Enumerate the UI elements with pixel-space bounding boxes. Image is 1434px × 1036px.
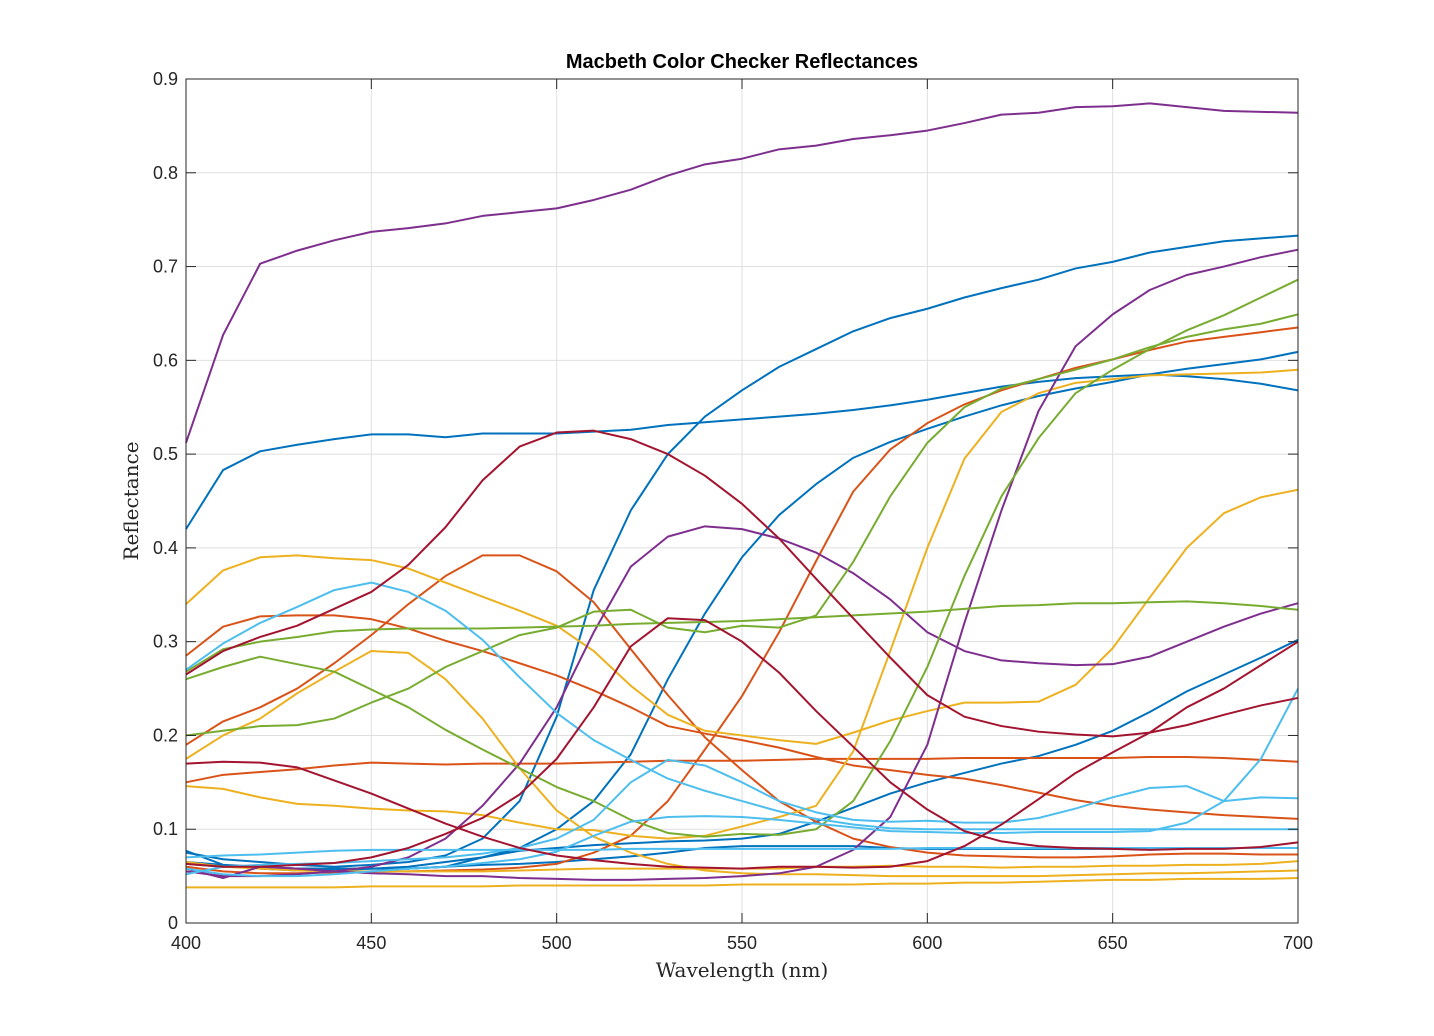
y-tick-label: 0.5 xyxy=(153,444,178,464)
y-tick-label: 0.4 xyxy=(153,538,178,558)
chart-title: Macbeth Color Checker Reflectances xyxy=(566,51,918,73)
series-line-24 xyxy=(185,688,1299,878)
y-tick-label: 0.7 xyxy=(153,257,178,277)
y-tick-label: 0.9 xyxy=(153,69,178,89)
series-line-1 xyxy=(185,102,1299,444)
series-line-14 xyxy=(186,876,1299,889)
series-line-13 xyxy=(185,368,1299,840)
series-line-7 xyxy=(185,614,1299,820)
x-tick-label: 550 xyxy=(727,933,757,953)
y-tick-label: 0 xyxy=(168,913,178,933)
axis-ticks: 400 450 500 550 600 650 700 0 0.1 0.2 0.3 0.4 0.5 0.6… xyxy=(153,69,1313,953)
y-tick-label: 0.8 xyxy=(153,163,178,183)
x-tick-label: 700 xyxy=(1283,933,1313,953)
x-tick-label: 450 xyxy=(356,933,386,953)
series-line-20 xyxy=(185,600,1299,673)
y-tick-label: 0.2 xyxy=(153,725,178,745)
series-line-26 xyxy=(185,640,1299,870)
series-line-3 xyxy=(185,234,1299,868)
series-line-8 xyxy=(185,554,1298,859)
series-line-9 xyxy=(185,756,1299,784)
series-line-17 xyxy=(185,248,1299,881)
y-tick-label: 0.3 xyxy=(153,632,178,652)
series-line-11 xyxy=(185,488,1299,745)
y-axis-label: Reflectance xyxy=(119,441,143,560)
series-line-18 xyxy=(185,278,1299,838)
series-line-19 xyxy=(185,313,1299,737)
series-line-22 xyxy=(185,758,1299,876)
series-line-12 xyxy=(185,650,1299,878)
series-line-27 xyxy=(185,617,1299,868)
series-lines xyxy=(185,102,1299,889)
x-tick-label: 400 xyxy=(171,933,201,953)
series-line-25 xyxy=(185,429,1299,738)
x-tick-label: 500 xyxy=(542,933,572,953)
y-tick-label: 0.6 xyxy=(153,350,178,370)
x-tick-label: 650 xyxy=(1098,933,1128,953)
series-line-21 xyxy=(185,581,1298,831)
y-tick-label: 0.1 xyxy=(153,819,178,839)
grid-lines xyxy=(185,78,1299,924)
series-line-16 xyxy=(185,525,1299,878)
series-line-2 xyxy=(185,373,1299,530)
x-axis-label: Wavelength (nm) xyxy=(656,958,829,982)
x-tick-label: 600 xyxy=(912,933,942,953)
